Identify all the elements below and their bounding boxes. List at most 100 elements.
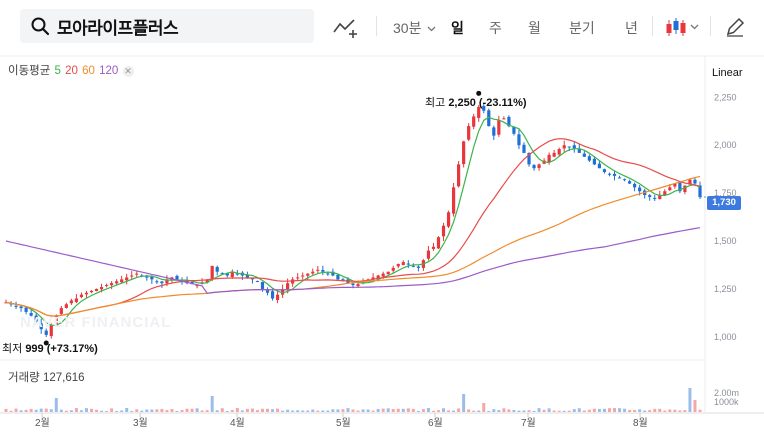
candle-body xyxy=(59,308,63,314)
candle-body xyxy=(311,271,315,274)
candle-body xyxy=(517,134,521,146)
candle-body xyxy=(135,273,139,275)
candle-body xyxy=(431,246,436,249)
candle-body xyxy=(572,145,576,150)
volume-bar xyxy=(527,410,531,412)
volume-bar xyxy=(623,408,627,412)
volume-bar xyxy=(421,409,425,412)
price-tick-label: 1,000 xyxy=(714,332,737,342)
pencil-icon[interactable] xyxy=(722,14,748,40)
candle-body xyxy=(457,164,461,187)
stock-search-box[interactable]: 모아라이프플러스 xyxy=(20,9,314,43)
tab-quarter[interactable]: 분기 xyxy=(569,20,595,36)
candle-body xyxy=(537,164,541,168)
candle-body xyxy=(658,195,662,200)
candle-body xyxy=(89,290,94,293)
volume-bar xyxy=(331,409,335,412)
volume-bar xyxy=(150,409,154,412)
candle-body xyxy=(381,273,385,277)
candle-body xyxy=(622,179,627,181)
tab-month[interactable]: 월 xyxy=(528,20,541,36)
volume-bar xyxy=(286,409,290,412)
volume-bar xyxy=(396,408,400,412)
volume-bar xyxy=(240,410,244,412)
ma20-line xyxy=(5,138,701,317)
volume-bar xyxy=(537,408,541,412)
candle-body xyxy=(557,149,561,155)
tab-week[interactable]: 주 xyxy=(489,20,502,36)
interval-label: 30분 xyxy=(393,20,422,36)
volume-bar xyxy=(39,408,43,412)
volume-bar xyxy=(512,409,516,412)
ma20-label: 20 xyxy=(65,65,78,77)
low-label: 최저 xyxy=(2,343,23,355)
candle-body xyxy=(436,237,441,249)
candle-body xyxy=(401,262,405,266)
candle-body xyxy=(356,284,360,287)
volume-bar xyxy=(401,408,405,412)
candle-body xyxy=(527,153,531,165)
volume-bar xyxy=(386,408,390,412)
candle-body xyxy=(336,274,340,280)
volume-bar xyxy=(49,409,53,412)
candle-body xyxy=(441,225,446,237)
volume-bar xyxy=(487,410,491,412)
candle-body xyxy=(94,288,99,292)
candle-body xyxy=(155,281,159,283)
high-label: 최고 xyxy=(425,97,446,109)
candle-body xyxy=(99,287,104,290)
tab-year[interactable]: 년 xyxy=(625,20,638,36)
volume-bar xyxy=(180,410,184,412)
volume-bar xyxy=(336,409,340,412)
candle-body xyxy=(582,153,586,157)
volume-bar xyxy=(95,409,99,412)
volume-bar xyxy=(678,410,682,412)
candle-body xyxy=(14,305,18,307)
candle-body xyxy=(215,266,219,272)
candle-body xyxy=(130,275,134,277)
volume-bar xyxy=(366,409,370,412)
volume-bar xyxy=(381,408,385,412)
tab-day[interactable]: 일 xyxy=(451,20,464,36)
candle-body xyxy=(265,289,270,293)
volume-bar xyxy=(592,408,596,412)
candle-body xyxy=(225,273,229,276)
volume-bar xyxy=(351,409,355,412)
volume-bar xyxy=(668,409,672,412)
chart-toolbar: 모아라이프플러스 30분 일 주 월 분기 년 xyxy=(0,0,764,56)
candle-body xyxy=(104,285,109,287)
candle-body xyxy=(150,276,154,280)
volume-bar xyxy=(19,410,23,412)
volume-bar xyxy=(618,408,622,412)
volume-bar xyxy=(688,388,692,412)
close-icon[interactable]: ✕ xyxy=(122,66,134,77)
high-value: 2,250 (-23.11%) xyxy=(448,97,527,109)
candle-body xyxy=(406,263,410,265)
interval-dropdown[interactable]: 30분 xyxy=(393,18,436,38)
candle-body xyxy=(376,275,380,280)
candle-body xyxy=(24,307,28,312)
candle-body xyxy=(607,173,612,175)
candle-body xyxy=(552,152,556,157)
candle-type-icon[interactable] xyxy=(664,14,702,40)
ma5-label: 5 xyxy=(54,65,61,77)
candle-body xyxy=(160,281,164,284)
volume-bar xyxy=(205,410,209,412)
candle-body xyxy=(477,106,481,118)
indicator-add-icon[interactable] xyxy=(332,14,358,40)
candle-body xyxy=(633,183,637,188)
volume-bar xyxy=(260,408,264,412)
volume-bar xyxy=(54,398,58,412)
scale-mode-toggle[interactable]: Linear xyxy=(712,67,743,79)
volume-bar xyxy=(361,409,365,412)
candle-body xyxy=(492,127,496,136)
volume-bar xyxy=(155,409,159,412)
time-tick-label: 8월 xyxy=(633,417,648,429)
volume-bar xyxy=(125,408,129,412)
candle-body xyxy=(462,141,466,165)
candle-body xyxy=(597,163,602,169)
candle-body xyxy=(115,281,119,284)
volume-bar xyxy=(89,408,93,412)
candle-body xyxy=(467,126,471,140)
